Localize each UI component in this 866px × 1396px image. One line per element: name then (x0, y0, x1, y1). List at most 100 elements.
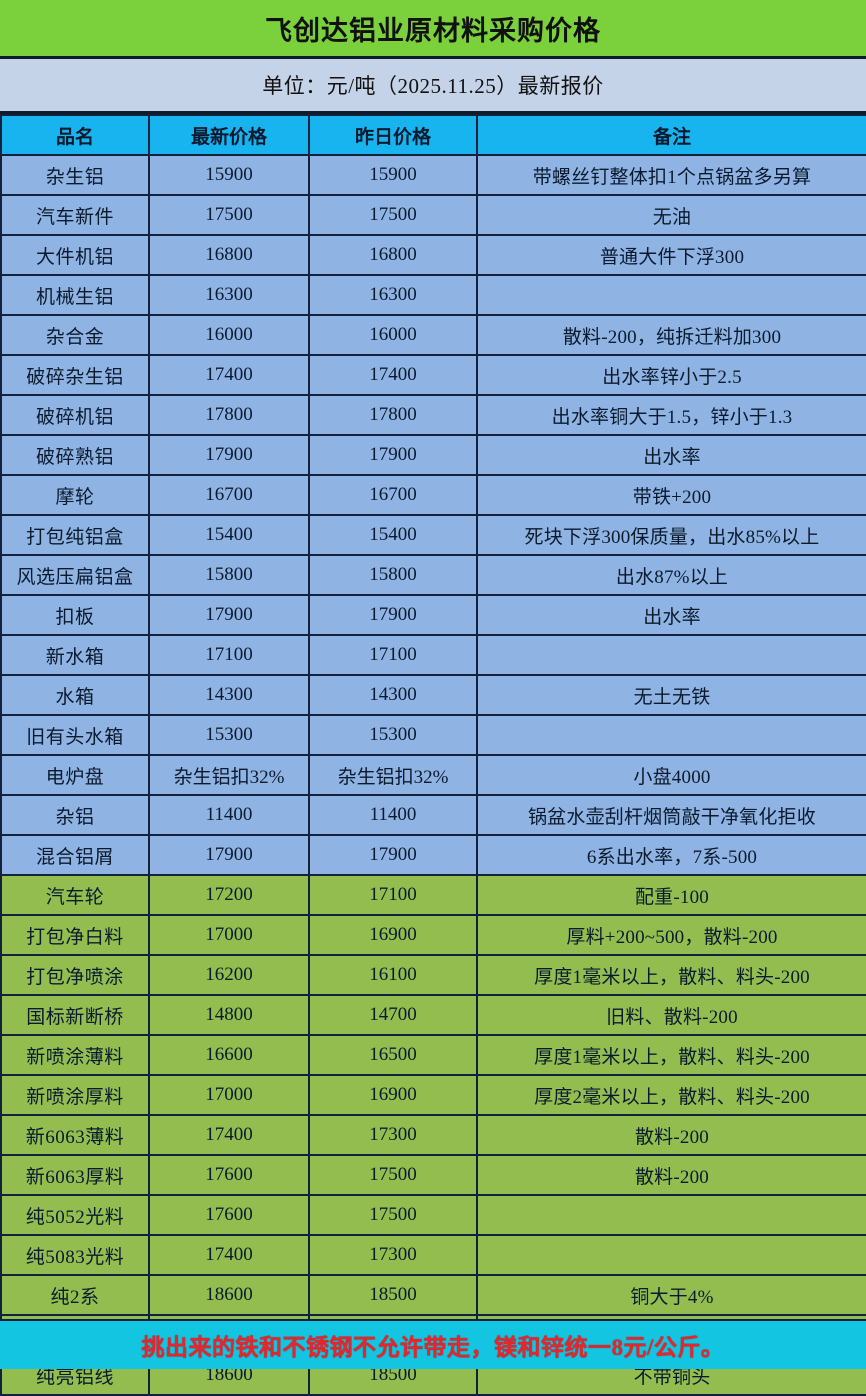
cell-old-price: 14300 (308, 674, 478, 716)
column-header-note: 备注 (476, 114, 866, 156)
table-row: 新喷涂厚料 17000 16900 厚度2毫米以上，散料、料头-200 (0, 1074, 866, 1116)
cell-new-price: 14300 (148, 674, 310, 716)
cell-new-price: 17600 (148, 1154, 310, 1196)
cell-old-price: 16700 (308, 474, 478, 516)
cell-old-price: 16800 (308, 234, 478, 276)
cell-old-price: 15400 (308, 514, 478, 556)
table-row: 汽车新件 17500 17500 无油 (0, 194, 866, 236)
table-row: 摩轮 16700 16700 带铁+200 (0, 474, 866, 516)
cell-old-price: 杂生铝扣32% (308, 754, 478, 796)
cell-note: 散料-200，纯拆迁料加300 (476, 314, 866, 356)
table-row: 打包净白料 17000 16900 厚料+200~500，散料-200 (0, 914, 866, 956)
footer-notice-banner: 挑出来的铁和不锈钢不允许带走，镁和锌统一8元/公斤。 (0, 1319, 866, 1369)
cell-new-price: 17800 (148, 394, 310, 436)
table-row: 纯5083光料 17400 17300 (0, 1234, 866, 1276)
table-row: 打包净喷涂 16200 16100 厚度1毫米以上，散料、料头-200 (0, 954, 866, 996)
cell-old-price: 15800 (308, 554, 478, 596)
cell-note: 带螺丝钉整体扣1个点锅盆多另算 (476, 154, 866, 196)
cell-note: 普通大件下浮300 (476, 234, 866, 276)
cell-old-price: 17300 (308, 1114, 478, 1156)
price-table: 品名 最新价格 昨日价格 备注 杂生铝 15900 15900 带螺丝钉整体扣1个点锅… (0, 114, 866, 1396)
table-row: 杂合金 16000 16000 散料-200，纯拆迁料加300 (0, 314, 866, 356)
cell-product-name: 打包纯铝盒 (0, 514, 150, 556)
cell-old-price: 17400 (308, 354, 478, 396)
cell-product-name: 汽车新件 (0, 194, 150, 236)
cell-product-name: 杂铝 (0, 794, 150, 836)
cell-old-price: 16900 (308, 914, 478, 956)
title-banner: 飞创达铝业原材料采购价格 (0, 0, 866, 59)
cell-new-price: 17600 (148, 1194, 310, 1236)
cell-new-price: 16300 (148, 274, 310, 316)
cell-old-price: 16900 (308, 1074, 478, 1116)
cell-new-price: 15900 (148, 154, 310, 196)
table-row: 新喷涂薄料 16600 16500 厚度1毫米以上，散料、料头-200 (0, 1034, 866, 1076)
cell-note (476, 634, 866, 676)
cell-old-price: 18500 (308, 1274, 478, 1316)
table-row: 破碎机铝 17800 17800 出水率铜大于1.5，锌小于1.3 (0, 394, 866, 436)
table-row: 电炉盘 杂生铝扣32% 杂生铝扣32% 小盘4000 (0, 754, 866, 796)
cell-note: 死块下浮300保质量，出水85%以上 (476, 514, 866, 556)
table-row: 杂铝 11400 11400 锅盆水壶刮杆烟筒敲干净氧化拒收 (0, 794, 866, 836)
table-body: 杂生铝 15900 15900 带螺丝钉整体扣1个点锅盆多另算 汽车新件 17500 175… (0, 154, 866, 1396)
cell-note: 出水率铜大于1.5，锌小于1.3 (476, 394, 866, 436)
cell-product-name: 破碎熟铝 (0, 434, 150, 476)
cell-new-price: 16000 (148, 314, 310, 356)
cell-new-price: 17400 (148, 354, 310, 396)
cell-old-price: 17100 (308, 634, 478, 676)
cell-old-price: 17500 (308, 194, 478, 236)
cell-product-name: 混合铝屑 (0, 834, 150, 876)
cell-note: 厚度1毫米以上，散料、料头-200 (476, 1034, 866, 1076)
cell-old-price: 17900 (308, 434, 478, 476)
table-row: 扣板 17900 17900 出水率 (0, 594, 866, 636)
cell-product-name: 国标新断桥 (0, 994, 150, 1036)
cell-old-price: 14700 (308, 994, 478, 1036)
unit-and-date-subtitle: 单位：元/吨（2025.11.25）最新报价 (262, 74, 604, 98)
table-row: 纯2系 18600 18500 铜大于4% (0, 1274, 866, 1316)
cell-note: 出水87%以上 (476, 554, 866, 596)
cell-old-price: 17900 (308, 594, 478, 636)
cell-old-price: 16100 (308, 954, 478, 996)
cell-note: 旧料、散料-200 (476, 994, 866, 1036)
cell-new-price: 17400 (148, 1114, 310, 1156)
cell-note (476, 1234, 866, 1276)
cell-new-price: 16200 (148, 954, 310, 996)
cell-old-price: 17900 (308, 834, 478, 876)
cell-product-name: 新6063厚料 (0, 1154, 150, 1196)
cell-product-name: 旧有头水箱 (0, 714, 150, 756)
cell-product-name: 汽车轮 (0, 874, 150, 916)
cell-old-price: 17100 (308, 874, 478, 916)
cell-product-name: 扣板 (0, 594, 150, 636)
table-row: 国标新断桥 14800 14700 旧料、散料-200 (0, 994, 866, 1036)
cell-new-price: 17200 (148, 874, 310, 916)
cell-old-price: 17300 (308, 1234, 478, 1276)
table-row: 旧有头水箱 15300 15300 (0, 714, 866, 756)
cell-product-name: 电炉盘 (0, 754, 150, 796)
cell-new-price: 15300 (148, 714, 310, 756)
cell-note (476, 714, 866, 756)
table-header-row: 品名 最新价格 昨日价格 备注 (0, 114, 866, 156)
cell-old-price: 17800 (308, 394, 478, 436)
subtitle-banner: 单位：元/吨（2025.11.25）最新报价 (0, 59, 866, 114)
cell-note: 小盘4000 (476, 754, 866, 796)
table-row: 机械生铝 16300 16300 (0, 274, 866, 316)
cell-new-price: 16600 (148, 1034, 310, 1076)
cell-product-name: 新喷涂薄料 (0, 1034, 150, 1076)
cell-note (476, 274, 866, 316)
table-row: 打包纯铝盒 15400 15400 死块下浮300保质量，出水85%以上 (0, 514, 866, 556)
cell-note: 散料-200 (476, 1114, 866, 1156)
cell-product-name: 破碎机铝 (0, 394, 150, 436)
table-row: 新6063厚料 17600 17500 散料-200 (0, 1154, 866, 1196)
cell-product-name: 新水箱 (0, 634, 150, 676)
cell-new-price: 18600 (148, 1274, 310, 1316)
table-row: 新水箱 17100 17100 (0, 634, 866, 676)
column-header-name: 品名 (0, 114, 150, 156)
cell-product-name: 纯5083光料 (0, 1234, 150, 1276)
cell-new-price: 17900 (148, 594, 310, 636)
cell-new-price: 17900 (148, 434, 310, 476)
cell-old-price: 15900 (308, 154, 478, 196)
cell-note: 锅盆水壶刮杆烟筒敲干净氧化拒收 (476, 794, 866, 836)
cell-note: 铜大于4% (476, 1274, 866, 1316)
table-row: 混合铝屑 17900 17900 6系出水率，7系-500 (0, 834, 866, 876)
cell-note: 出水率 (476, 594, 866, 636)
cell-note: 配重-100 (476, 874, 866, 916)
